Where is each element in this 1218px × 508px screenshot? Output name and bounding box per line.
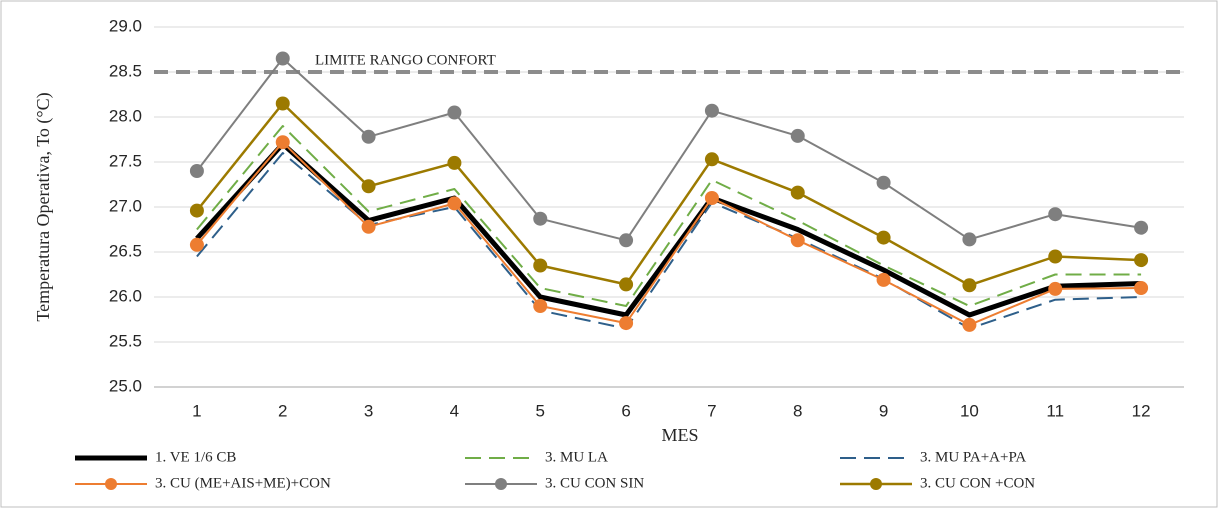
series-marker: [704, 191, 719, 205]
series-marker: [361, 129, 376, 144]
series-marker: [876, 272, 891, 287]
series-marker: [1048, 281, 1063, 296]
legend-label: 3. CU CON SIN: [545, 475, 644, 491]
y-tick-label: 25.5: [109, 331, 142, 350]
series-line: [196, 57, 1142, 242]
legend-label: 3. CU CON +CON: [920, 475, 1035, 491]
series-marker: [1134, 253, 1149, 268]
series-marker: [189, 237, 204, 252]
series-marker: [447, 155, 462, 170]
y-tick-label: 26.5: [109, 241, 142, 260]
legend-label: 1. VE 1/6 CB: [155, 449, 236, 465]
series-marker: [275, 135, 290, 150]
y-tick-label: 29.0: [109, 16, 142, 35]
series-marker: [447, 105, 462, 120]
series-marker: [533, 258, 548, 273]
y-axis-label: Temperatura Operativa, To (°C): [33, 92, 54, 321]
x-axis-label: MES: [661, 425, 698, 445]
x-tick-label: 12: [1132, 401, 1151, 420]
legend-label: 3. MU LA: [545, 449, 608, 465]
series-marker: [790, 128, 805, 143]
x-tick-label: 7: [707, 401, 716, 420]
series-marker: [790, 185, 805, 200]
series-line: [195, 102, 1142, 287]
series-marker: [790, 233, 805, 248]
y-tick-label: 28.5: [109, 61, 142, 80]
series-marker: [962, 278, 977, 293]
legend-label: 3. CU (ME+AIS+ME)+CON: [155, 475, 331, 491]
series-marker: [1134, 281, 1149, 295]
series-marker: [447, 196, 462, 211]
series-line: [195, 141, 1142, 318]
reference-label: LIMITE RANGO CONFORT: [315, 52, 496, 68]
x-tick-label: 1: [192, 401, 201, 420]
series-marker: [1048, 249, 1063, 264]
series-marker: [533, 211, 548, 226]
series-marker: [619, 316, 634, 331]
series-marker: [275, 51, 290, 66]
series-marker: [962, 232, 977, 247]
series-marker: [361, 179, 376, 194]
x-tick-label: 3: [364, 401, 373, 420]
x-tick-label: 10: [960, 401, 979, 420]
x-tick-label: 4: [450, 401, 459, 420]
series-marker: [189, 164, 204, 178]
series-marker: [533, 299, 548, 313]
series-line: [196, 125, 1142, 307]
y-tick-label: 28.0: [109, 106, 142, 125]
series-marker: [704, 103, 719, 118]
y-tick-label: 27.0: [109, 196, 142, 215]
legend-label: 3. MU PA+A+PA: [920, 449, 1026, 465]
series-marker: [619, 277, 634, 292]
x-tick-label: 5: [536, 401, 545, 420]
x-tick-label: 8: [793, 401, 802, 420]
x-tick-label: 2: [278, 401, 287, 420]
x-tick-label: 11: [1046, 401, 1064, 420]
series-marker: [189, 203, 204, 218]
legend-marker: [495, 478, 507, 490]
series-marker: [704, 152, 719, 167]
series-marker: [1048, 207, 1063, 222]
series-marker: [619, 233, 634, 248]
series-line: [196, 141, 1142, 326]
y-tick-label: 26.0: [109, 286, 142, 305]
series-marker: [876, 175, 891, 190]
series-marker: [962, 317, 977, 332]
legend-marker: [105, 478, 117, 490]
y-tick-label: 27.5: [109, 151, 142, 170]
series-marker: [1134, 220, 1149, 235]
y-tick-label: 25.0: [109, 376, 142, 395]
series-marker: [275, 96, 290, 111]
x-tick-label: 6: [621, 401, 630, 420]
series-marker: [876, 230, 891, 245]
series-marker: [361, 219, 376, 234]
legend-marker: [870, 478, 882, 490]
x-tick-label: 9: [879, 401, 888, 420]
